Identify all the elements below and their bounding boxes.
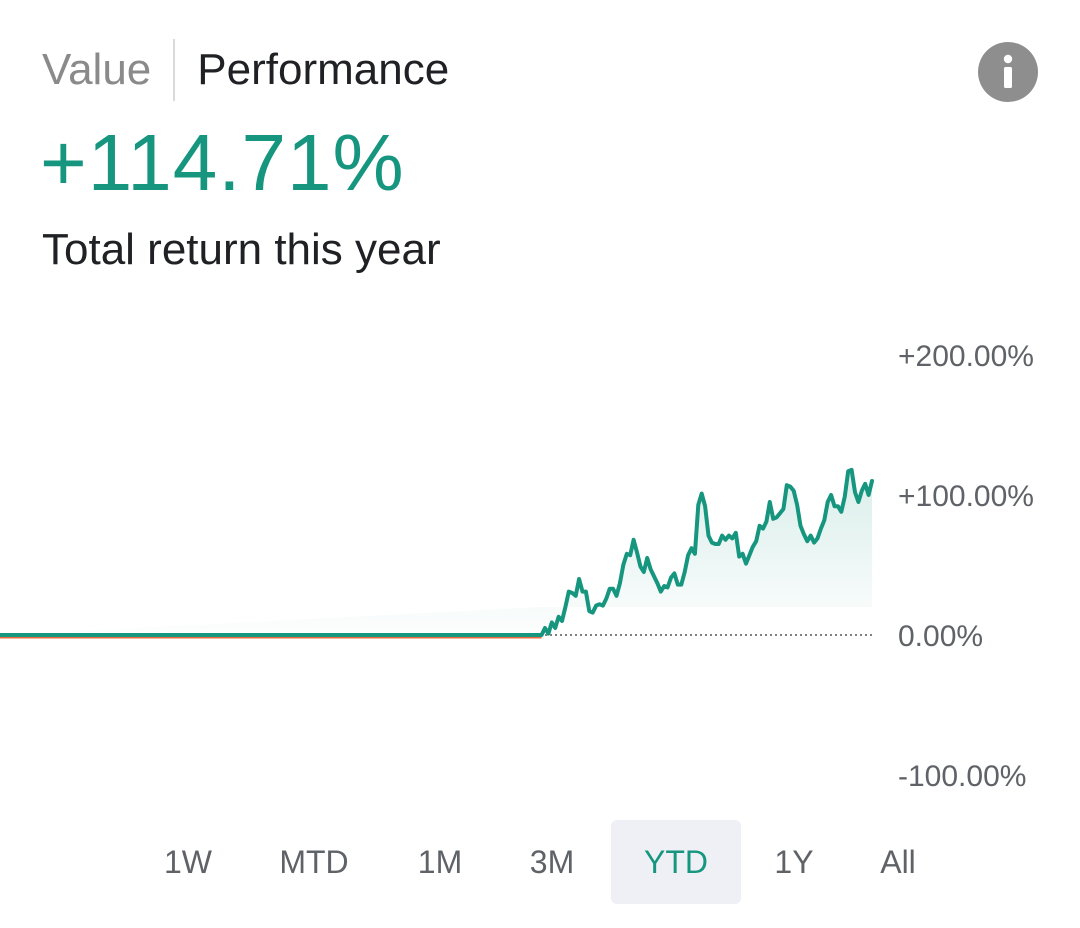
y-tick-label: +100.00% bbox=[898, 480, 1034, 513]
total-return-value: +114.71% bbox=[40, 118, 405, 207]
total-return-caption: Total return this year bbox=[42, 225, 441, 274]
performance-area bbox=[0, 469, 872, 635]
range-1w[interactable]: 1W bbox=[164, 844, 212, 880]
tab-performance[interactable]: Performance bbox=[197, 45, 450, 94]
y-tick-label: 0.00% bbox=[898, 620, 983, 653]
time-range-selector: 1W MTD 1M 3M YTD 1Y All bbox=[0, 820, 1080, 906]
view-tabs: Value Performance bbox=[42, 38, 449, 102]
tab-value[interactable]: Value bbox=[42, 45, 152, 94]
range-1m[interactable]: 1M bbox=[417, 844, 463, 880]
range-mtd[interactable]: MTD bbox=[279, 844, 349, 880]
range-all[interactable]: All bbox=[880, 844, 916, 880]
performance-chart: +200.00% +100.00% 0.00% -100.00% bbox=[0, 340, 1034, 793]
performance-line bbox=[0, 467, 874, 637]
y-tick-label: -100.00% bbox=[898, 760, 1026, 793]
y-tick-label: +200.00% bbox=[898, 340, 1034, 373]
range-ytd[interactable]: YTD bbox=[611, 820, 741, 904]
info-button[interactable] bbox=[978, 42, 1038, 102]
range-1y[interactable]: 1Y bbox=[774, 844, 814, 880]
info-icon bbox=[1003, 54, 1013, 88]
range-3m[interactable]: 3M bbox=[529, 844, 575, 880]
tab-divider bbox=[173, 39, 176, 101]
